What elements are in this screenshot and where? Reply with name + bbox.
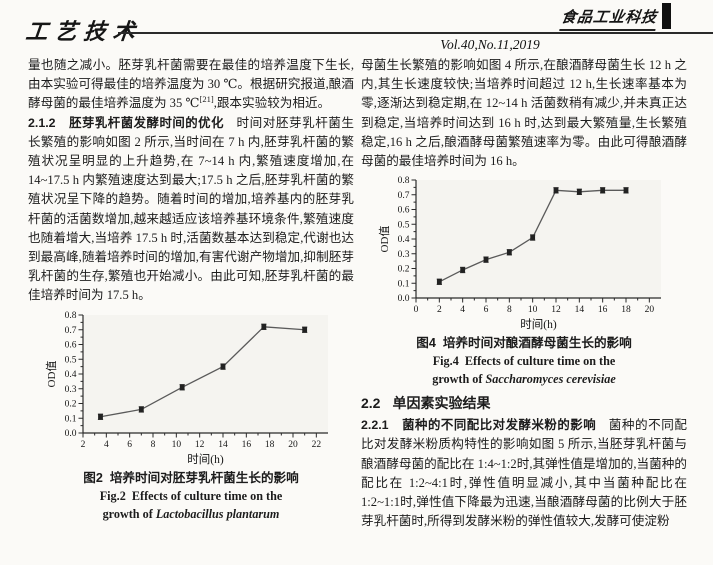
- svg-text:OD值: OD值: [378, 226, 391, 253]
- svg-text:0.8: 0.8: [398, 176, 410, 186]
- fig2-caption-en-line1: Fig.2 Effects of culture time on the: [99, 488, 283, 503]
- section-heading-22: 2.2 单因素实验结果: [361, 393, 687, 413]
- svg-text:8: 8: [507, 305, 512, 315]
- svg-text:0.3: 0.3: [65, 385, 77, 395]
- svg-text:0.6: 0.6: [398, 206, 410, 216]
- fig4-line-chart: 0.0 0.1 0.2 0.3 0.4 0.5 0.6 0.7 0.8 0 2 4 6 8 10 12 14 16…: [361, 173, 687, 331]
- section-number: 2.2.1: [361, 418, 389, 433]
- svg-text:0.6: 0.6: [65, 340, 77, 350]
- right-column: 母菌生长繁殖的影响如图 4 所示,在酿酒酵母菌生长 12 h 之内,其生长速度较…: [361, 56, 687, 531]
- svg-text:0.0: 0.0: [65, 429, 77, 439]
- svg-text:时间(h): 时间(h): [187, 453, 224, 466]
- svg-text:0.3: 0.3: [398, 250, 410, 260]
- svg-text:4: 4: [460, 305, 465, 315]
- citation-ref: [21]: [199, 94, 214, 105]
- fig2-caption-zh: 图2 培养时间对胚芽乳杆菌生长的影响: [83, 470, 299, 485]
- volume-issue-line: Vol.40,No.11,2019: [440, 37, 540, 52]
- svg-text:0.2: 0.2: [398, 265, 410, 275]
- header-rule: [118, 32, 713, 34]
- left-column: 量也随之减小。胚芽乳杆菌需要在最佳的培养温度下生长,由本实验可得最佳的培养温度为…: [28, 56, 354, 523]
- svg-text:2: 2: [437, 305, 442, 315]
- paragraph-temperature: 量也随之减小。胚芽乳杆菌需要在最佳的培养温度下生长,由本实验可得最佳的培养温度为…: [28, 56, 354, 114]
- svg-text:4: 4: [104, 440, 109, 450]
- svg-text:8: 8: [151, 440, 156, 450]
- svg-text:16: 16: [598, 305, 608, 315]
- svg-text:22: 22: [312, 440, 322, 450]
- svg-text:6: 6: [127, 440, 132, 450]
- svg-text:20: 20: [288, 440, 298, 450]
- section-body: 时间对胚芽乳杆菌生长繁殖的影响如图 2 所示,当时间在 7 h 内,胚芽乳杆菌的…: [28, 115, 355, 303]
- svg-text:0.0: 0.0: [398, 294, 410, 304]
- fig4-species-name: Saccharomyces cerevisiae: [485, 372, 616, 387]
- figure-2: 0.0 0.1 0.2 0.3 0.4 0.5 0.6 0.7 0.8 2 4 6 8 10 12 14 16 1…: [28, 308, 354, 523]
- section-title: 胚芽乳杆菌发酵时间的优化: [68, 115, 224, 130]
- svg-text:12: 12: [195, 440, 205, 450]
- svg-text:0.2: 0.2: [65, 399, 77, 409]
- fig4-caption-en2: growth of Saccharomyces cerevisiae: [361, 370, 687, 388]
- section-number: 2.2: [361, 395, 381, 412]
- svg-text:20: 20: [645, 305, 655, 315]
- svg-text:0.7: 0.7: [65, 326, 77, 336]
- section-title: 单因素实验结果: [392, 395, 491, 412]
- paragraph-text: 量也随之减小。胚芽乳杆菌需要在最佳的培养温度下生长,由本实验可得最佳的培养温度为…: [28, 58, 354, 111]
- svg-text:0.5: 0.5: [65, 355, 77, 365]
- svg-text:0.5: 0.5: [398, 221, 410, 231]
- svg-text:18: 18: [265, 440, 275, 450]
- journal-logo-bar: [662, 3, 671, 29]
- svg-text:0.7: 0.7: [398, 191, 410, 201]
- section-title: 菌种的不同配比对发酵米粉的影响: [401, 418, 597, 433]
- svg-text:14: 14: [575, 305, 585, 315]
- fig4-caption-zh: 图4 培养时间对酿酒酵母菌生长的影响: [416, 336, 632, 351]
- svg-text:0.1: 0.1: [65, 414, 77, 424]
- fig4-caption-en-line1: Fig.4 Effects of culture time on the: [432, 354, 616, 369]
- fig4-caption-en-prefix: growth of: [432, 372, 486, 387]
- svg-text:2: 2: [81, 440, 86, 450]
- svg-text:14: 14: [218, 440, 228, 450]
- svg-text:0.1: 0.1: [398, 280, 410, 290]
- fig2-line-chart: 0.0 0.1 0.2 0.3 0.4 0.5 0.6 0.7 0.8 2 4 6 8 10 12 14 16 1…: [28, 308, 354, 466]
- fig2-caption-en-prefix: growth of: [102, 506, 156, 521]
- journal-title-logo: 食品工业科技: [559, 6, 659, 31]
- fig2-caption-en2: growth of Lactobacillus plantarum: [28, 505, 354, 523]
- svg-text:0.4: 0.4: [65, 370, 77, 380]
- figure-4: 0.0 0.1 0.2 0.3 0.4 0.5 0.6 0.7 0.8 0 2 4 6 8 10 12 14 16…: [361, 173, 687, 388]
- paragraph-section-212: 2.1.2 胚芽乳杆菌发酵时间的优化 时间对胚芽乳杆菌生长繁殖的影响如图 2 所示,…: [28, 114, 354, 306]
- svg-text:18: 18: [621, 305, 631, 315]
- svg-text:10: 10: [528, 305, 538, 315]
- section-body: 菌种的不同配比对发酵米粉质构特性的影响如图 5 所示,当胚芽乳杆菌与酿酒酵母菌的…: [361, 418, 688, 529]
- svg-text:0.8: 0.8: [65, 311, 77, 321]
- paragraph-section-221: 2.2.1 菌种的不同配比对发酵米粉的影响 菌种的不同配比对发酵米粉质构特性的影响如…: [361, 416, 687, 531]
- svg-text:6: 6: [484, 305, 489, 315]
- paragraph-yeast-growth: 母菌生长繁殖的影响如图 4 所示,在酿酒酵母菌生长 12 h 之内,其生长速度较…: [361, 58, 687, 169]
- svg-text:0.4: 0.4: [398, 235, 410, 245]
- section-number: 2.1.2: [28, 115, 56, 130]
- fig2-caption-en: Fig.2 Effects of culture time on the: [28, 487, 354, 505]
- journal-section-logo: 工艺技术: [24, 19, 144, 45]
- svg-text:10: 10: [172, 440, 182, 450]
- svg-text:0: 0: [414, 305, 419, 315]
- paragraph-text: ,跟本实验较为相近。: [213, 96, 331, 111]
- svg-text:时间(h): 时间(h): [520, 318, 557, 331]
- svg-text:12: 12: [551, 305, 561, 315]
- svg-text:16: 16: [242, 440, 252, 450]
- svg-text:OD值: OD值: [45, 360, 58, 387]
- fig2-species-name: Lactobacillus plantarum: [155, 506, 280, 521]
- fig4-caption-en: Fig.4 Effects of culture time on the: [361, 352, 687, 370]
